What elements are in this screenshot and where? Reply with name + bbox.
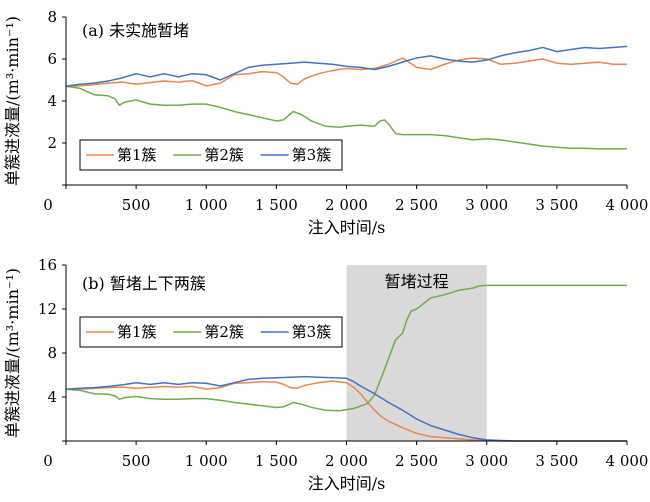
panel-b-x-tick-label: 2 500 xyxy=(395,452,438,470)
panel-b-y-tick-label: 8 xyxy=(47,344,57,362)
panel-b-x-tick-label: 500 xyxy=(122,452,151,470)
panel-b-x-tick-label: 1 000 xyxy=(185,452,228,470)
panel-a-legend-label-3: 第3簇 xyxy=(292,146,332,164)
panel-a-x-tick-label: 3 500 xyxy=(535,196,578,214)
panel-a-legend-label-2: 第2簇 xyxy=(204,146,244,164)
panel-a-legend-box xyxy=(79,139,343,171)
panel-a-x-tick-label: 2 500 xyxy=(395,196,438,214)
panel-b-legend-label-3: 第3簇 xyxy=(292,323,332,341)
panel-a-x-tick-label: 1 500 xyxy=(255,196,298,214)
panel-a-series-3-line xyxy=(65,45,628,88)
panel-b-legend-label-1: 第1簇 xyxy=(117,323,157,341)
panel-a-y-tick-label: 2 xyxy=(47,134,57,152)
panel-b-shaded-region xyxy=(346,265,487,441)
panel-a-legend-label-1: 第1簇 xyxy=(117,146,157,164)
panel-a-x-tick-label: 2 000 xyxy=(325,196,368,214)
panel-a-x-tick-label: 500 xyxy=(122,196,151,214)
panel-a-y-tick-label: 6 xyxy=(47,50,57,68)
panel-b-legend-label-2: 第2簇 xyxy=(204,323,244,341)
panel-a-series-2-line xyxy=(65,85,627,150)
panel-b-y-tick-label: 12 xyxy=(38,300,57,318)
panel-b-x-axis-label: 注入时间/s xyxy=(308,474,386,493)
panel-b-x-tick-label: 3 000 xyxy=(465,452,508,470)
panel-a-y-tick-label: 8 xyxy=(47,8,57,26)
panel-b-y-tick-label: 16 xyxy=(38,256,57,274)
panel-a-y-tick-label: 4 xyxy=(47,92,57,110)
panel-b-x-tick-label: 1 500 xyxy=(255,452,298,470)
panel-b-y-axis-label: 单簇进液量/(m³·min⁻¹) xyxy=(3,268,22,438)
panel-b-series-1-line xyxy=(65,380,627,442)
panel-b-x-tick-label: 3 500 xyxy=(535,452,578,470)
panel-b-shaded-region-label: 暂堵过程 xyxy=(385,272,449,291)
panel-a-x-axis-label: 注入时间/s xyxy=(308,218,386,237)
panel-a-x-tick-label: 3 000 xyxy=(465,196,508,214)
panel-a-series-1-line xyxy=(65,57,627,88)
panel-b-x-tick-label: 0 xyxy=(43,452,53,470)
panel-a-title: (a) 未实施暂堵 xyxy=(82,21,189,40)
panel-a-x-tick-label: 0 xyxy=(43,196,53,214)
panel-b-title: (b) 暂堵上下两簇 xyxy=(82,274,206,293)
panel-b-series-3-line xyxy=(65,375,627,442)
panel-a-x-tick-label: 4 000 xyxy=(606,196,649,214)
panel-b-legend-box xyxy=(79,316,343,348)
panel-b-x-tick-label: 4 000 xyxy=(606,452,649,470)
panel-b-series-2-line xyxy=(65,284,627,412)
panel-b-x-tick-label: 2 000 xyxy=(325,452,368,470)
panel-a-x-tick-label: 1 000 xyxy=(185,196,228,214)
panel-a-y-axis-label: 单簇进液量/(m³·min⁻¹) xyxy=(3,16,22,186)
panel-b-y-tick-label: 4 xyxy=(47,388,57,406)
